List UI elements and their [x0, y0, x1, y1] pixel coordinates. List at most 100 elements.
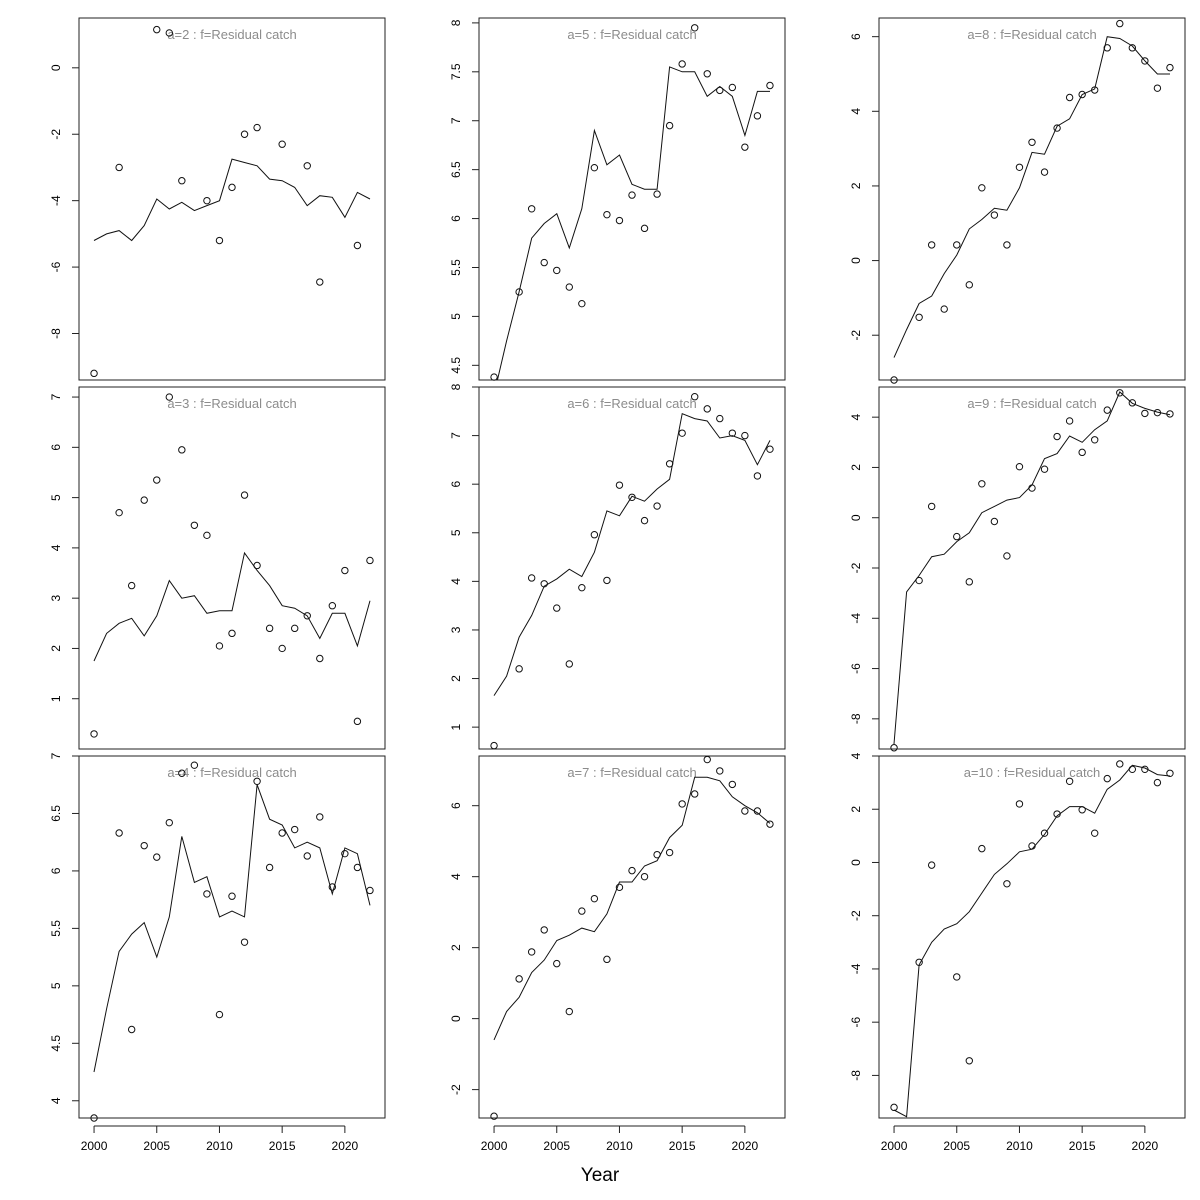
fitted-line	[893, 36, 1170, 358]
observed-point	[515, 665, 523, 673]
observed-point	[640, 872, 649, 881]
panel-3: a=4 : f=Residual catch 4 4.5 5 5.5 6 6.5 7 2000 2…	[49, 752, 386, 1153]
observed-point	[890, 1103, 898, 1112]
fitted-line	[496, 66, 770, 380]
observed-point	[1116, 760, 1124, 768]
observed-point	[215, 642, 224, 650]
observed-point	[1116, 19, 1124, 28]
observed-point	[590, 894, 599, 903]
observed-point	[278, 644, 286, 653]
observed-point	[1091, 86, 1099, 94]
y-tick-label: 7.5	[449, 63, 463, 80]
x-tick-label: 2005	[943, 1139, 970, 1153]
panel-frame	[78, 386, 386, 750]
observed-point	[716, 414, 724, 423]
y-tick-label: 7	[449, 432, 463, 439]
observed-point	[915, 958, 923, 966]
observed-point	[927, 241, 936, 249]
x-tick-label: 2000	[81, 1139, 108, 1153]
observed-point	[728, 780, 737, 789]
observed-point	[691, 790, 699, 798]
observed-point	[240, 491, 249, 499]
y-tick-label: -4	[849, 963, 863, 974]
panel-frame	[78, 17, 386, 381]
observed-point	[90, 730, 98, 738]
panel-title: a=3 : f=Residual catch	[167, 396, 296, 411]
x-tick-label: 2015	[669, 1139, 696, 1153]
y-tick-label: 6	[49, 867, 63, 874]
observed-point	[291, 825, 299, 834]
observed-point	[1078, 806, 1086, 814]
observed-point	[1078, 448, 1086, 457]
observed-point	[953, 973, 961, 981]
observed-point	[240, 130, 249, 138]
observed-point	[127, 581, 136, 590]
y-tick-label: 8	[449, 383, 463, 390]
observed-point	[678, 60, 686, 68]
x-tick-label: 2005	[143, 1139, 170, 1153]
y-tick-label: 5	[449, 313, 463, 320]
y-tick-label: 4	[849, 752, 863, 759]
observed-point	[291, 624, 299, 633]
observed-point	[965, 1057, 973, 1065]
observed-point	[165, 818, 173, 827]
observed-point	[716, 86, 724, 95]
fitted-line	[93, 551, 371, 662]
y-tick-label: 5	[49, 494, 63, 501]
observed-point	[527, 205, 536, 213]
y-tick-label: 6.5	[49, 805, 63, 822]
panel-title: a=9 : f=Residual catch	[967, 396, 1096, 411]
observed-point	[1128, 399, 1137, 407]
observed-point	[203, 196, 211, 205]
observed-point	[703, 755, 711, 764]
observed-point	[1091, 829, 1099, 837]
y-tick-label: 0	[849, 859, 863, 866]
y-tick-label: 4	[849, 108, 863, 115]
panel-1: a=2 : f=Residual catch 0 -2 -4 -6 -8	[49, 17, 386, 381]
y-tick-label: 4	[49, 544, 63, 551]
observed-point	[127, 1025, 136, 1034]
y-tick-label: 4.5	[449, 357, 463, 374]
observed-point	[1053, 810, 1061, 818]
y-tick-label: -6	[849, 663, 863, 674]
y-tick-label: 8	[449, 19, 463, 26]
observed-point	[278, 140, 286, 148]
observed-point	[353, 717, 362, 726]
y-tick-label: 4	[849, 414, 863, 421]
observed-point	[665, 848, 674, 857]
observed-point	[366, 556, 374, 565]
panel-title: a=8 : f=Residual catch	[967, 27, 1096, 42]
observed-point	[1040, 168, 1049, 176]
observed-point	[527, 574, 536, 582]
observed-point	[753, 807, 762, 815]
observed-point	[1141, 765, 1149, 774]
panel-4: a=5 : f=Residual catch 4.5 5 5.5 6 6.5 7 7.5 8	[449, 17, 786, 381]
observed-point	[265, 863, 274, 872]
observed-point	[228, 183, 236, 192]
y-tick-label: 7	[449, 117, 463, 124]
observed-point	[303, 852, 311, 860]
fitted-line	[93, 158, 371, 242]
x-tick-label: 2010	[606, 1139, 633, 1153]
y-tick-label: 0	[449, 1015, 463, 1022]
observed-point	[1103, 774, 1111, 783]
observed-point	[178, 446, 186, 454]
observed-point	[1141, 57, 1149, 65]
y-tick-label: -2	[49, 129, 63, 140]
panel-title: a=6 : f=Residual catch	[567, 396, 696, 411]
observed-point	[578, 299, 586, 308]
observed-point	[341, 849, 349, 858]
observed-point	[940, 305, 948, 313]
observed-point	[540, 926, 548, 934]
observed-point	[153, 853, 161, 861]
panel-frame	[478, 17, 786, 381]
observed-point	[927, 861, 936, 869]
observed-point	[115, 163, 123, 172]
observed-point	[978, 844, 986, 853]
y-tick-label: 2	[849, 464, 863, 471]
observed-point	[1103, 44, 1111, 52]
observed-point	[165, 393, 173, 401]
observed-point	[328, 602, 337, 610]
observed-point	[766, 820, 774, 828]
y-tick-label: -2	[849, 330, 863, 341]
